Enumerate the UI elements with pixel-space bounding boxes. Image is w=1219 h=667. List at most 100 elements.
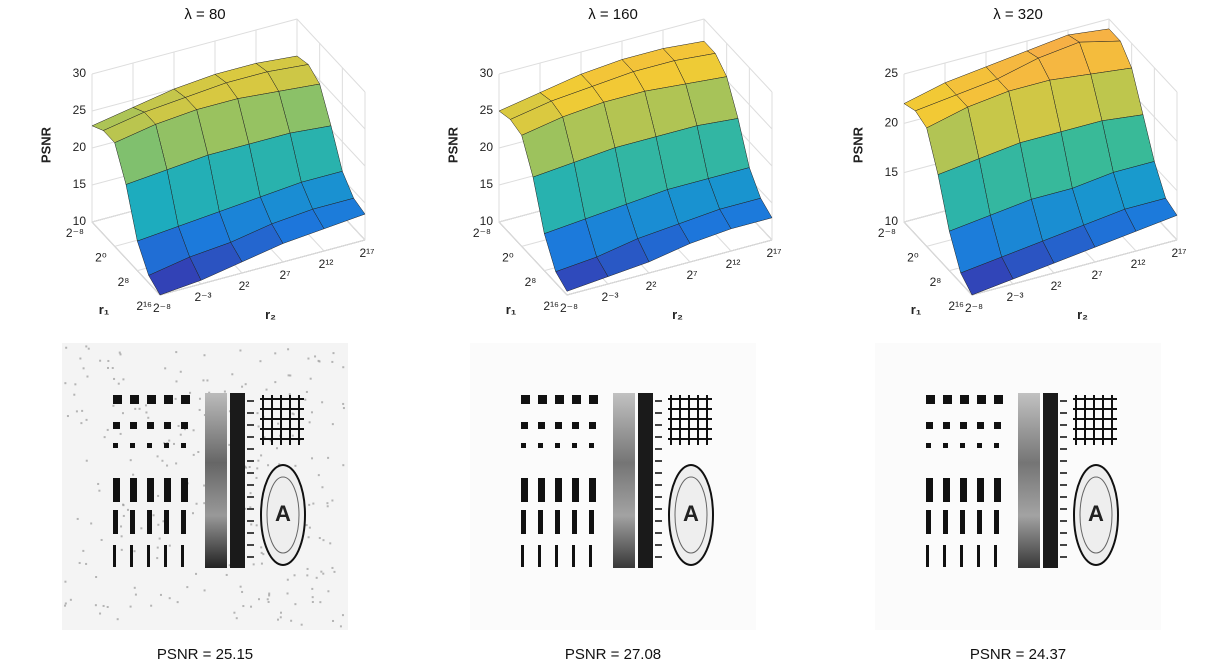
bar-pattern bbox=[521, 478, 528, 502]
noise-dot bbox=[259, 360, 262, 363]
bar-pattern bbox=[555, 510, 560, 534]
noise-dot bbox=[116, 618, 119, 621]
scale-tick bbox=[1060, 532, 1067, 534]
noise-dot bbox=[75, 410, 78, 413]
bar-pattern bbox=[555, 478, 562, 502]
x-tick-label: 2² bbox=[646, 279, 657, 293]
noise-dot bbox=[97, 482, 100, 485]
noise-dot bbox=[311, 457, 314, 460]
noise-dot bbox=[329, 542, 332, 545]
noise-dot bbox=[186, 586, 189, 589]
x-grid-line bbox=[903, 74, 973, 296]
z-tick-label: 15 bbox=[885, 165, 899, 179]
bar-pattern bbox=[113, 545, 116, 567]
noise-dot bbox=[107, 359, 110, 362]
noise-dot bbox=[311, 600, 314, 603]
scale-tick bbox=[247, 400, 254, 402]
grid-h bbox=[668, 418, 712, 420]
noise-dot bbox=[310, 411, 313, 414]
result-image: A bbox=[875, 343, 1161, 630]
grid-h bbox=[1073, 428, 1117, 430]
surface-cell bbox=[148, 256, 202, 296]
noise-dot bbox=[85, 418, 88, 421]
bar-pattern bbox=[589, 545, 592, 567]
grid-h bbox=[1073, 418, 1117, 420]
ellipse-inner bbox=[674, 476, 708, 554]
noise-dot bbox=[64, 382, 67, 385]
x-grid-line bbox=[91, 74, 161, 296]
noise-dot bbox=[113, 377, 116, 380]
grid-h bbox=[260, 438, 304, 440]
bar-pattern bbox=[994, 545, 997, 567]
y-tick-label: 2⁸ bbox=[118, 275, 130, 289]
noise-dot bbox=[162, 520, 165, 523]
bar-pattern bbox=[164, 545, 167, 567]
y-tick-label: 2⁰ bbox=[907, 251, 919, 265]
noise-dot bbox=[326, 505, 329, 508]
noise-dot bbox=[249, 506, 252, 509]
noise-dot bbox=[206, 379, 209, 382]
noise-dot bbox=[260, 562, 263, 565]
scale-tick bbox=[1060, 520, 1067, 522]
scale-tick bbox=[247, 496, 254, 498]
noise-dot bbox=[309, 377, 312, 380]
square bbox=[130, 395, 139, 404]
square bbox=[538, 422, 545, 429]
bar-pattern bbox=[572, 510, 577, 534]
noise-dot bbox=[156, 455, 159, 458]
bar-pattern bbox=[926, 478, 933, 502]
scale-tick bbox=[247, 532, 254, 534]
square bbox=[181, 395, 190, 404]
result-image: A bbox=[470, 343, 756, 630]
letter: A bbox=[275, 501, 291, 526]
noise-dot bbox=[203, 502, 206, 505]
bar-pattern bbox=[572, 478, 579, 502]
bar-pattern bbox=[147, 478, 154, 502]
bar-pattern bbox=[926, 510, 931, 534]
x-tick-label: 2¹² bbox=[726, 257, 741, 271]
ellipse bbox=[260, 464, 306, 566]
noise-dot bbox=[122, 514, 125, 517]
noise-dot bbox=[321, 486, 324, 489]
noise-dot bbox=[268, 592, 271, 595]
x-tick-label: 2⁻³ bbox=[194, 290, 211, 304]
noise-dot bbox=[111, 367, 114, 370]
scale-tick bbox=[655, 508, 662, 510]
noise-dot bbox=[339, 625, 342, 628]
noise-dot bbox=[306, 574, 309, 577]
dark-bar bbox=[1043, 393, 1058, 568]
noise-dot bbox=[276, 447, 279, 450]
dark-bar bbox=[638, 393, 653, 568]
noise-dot bbox=[266, 598, 269, 601]
bar-pattern bbox=[521, 510, 526, 534]
scale-tick bbox=[1060, 436, 1067, 438]
square bbox=[164, 395, 173, 404]
scale-tick bbox=[247, 448, 254, 450]
noise-dot bbox=[79, 357, 82, 360]
bar-pattern bbox=[960, 545, 963, 567]
z-tick-label: 15 bbox=[480, 177, 494, 191]
noise-dot bbox=[300, 623, 303, 626]
noise-dot bbox=[78, 561, 81, 564]
scale-tick bbox=[655, 472, 662, 474]
noise-dot bbox=[175, 462, 178, 465]
bar-pattern bbox=[926, 545, 929, 567]
grid-v bbox=[298, 395, 300, 445]
surface-cell bbox=[960, 256, 1014, 296]
scale-tick bbox=[247, 520, 254, 522]
square bbox=[147, 443, 152, 448]
noise-dot bbox=[157, 494, 160, 497]
bar-pattern bbox=[943, 478, 950, 502]
square bbox=[960, 443, 965, 448]
chart-title: λ = 80 bbox=[184, 6, 225, 23]
bar-pattern bbox=[589, 510, 594, 534]
noise-dot bbox=[192, 453, 195, 456]
bar-pattern bbox=[538, 545, 541, 567]
noise-dot bbox=[64, 602, 67, 605]
z-tick-label: 20 bbox=[885, 116, 899, 130]
y-tick-label: 2⁻⁸ bbox=[66, 226, 84, 240]
bar-pattern bbox=[130, 478, 137, 502]
bar-pattern bbox=[538, 510, 543, 534]
noise-dot bbox=[107, 366, 110, 369]
noise-dot bbox=[286, 578, 289, 581]
